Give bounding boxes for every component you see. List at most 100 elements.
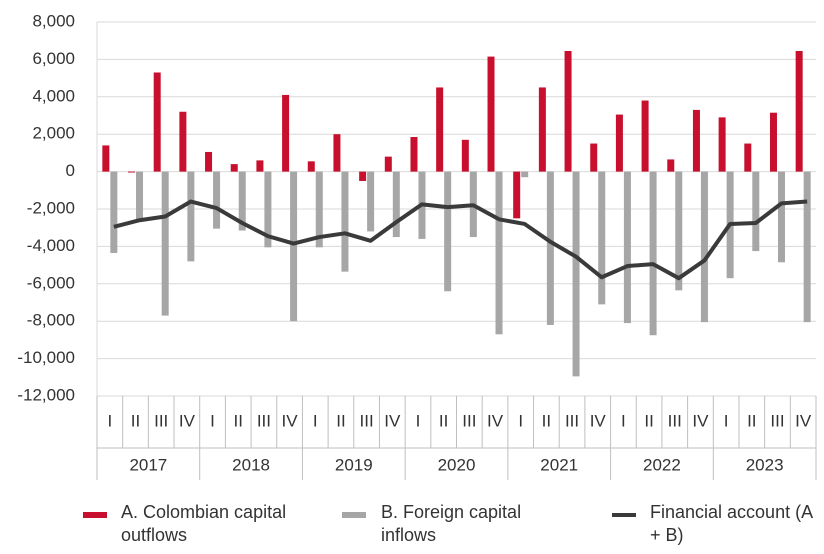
bar <box>384 156 392 172</box>
bar <box>238 171 246 231</box>
y-tick-label: -12,000 <box>17 385 75 404</box>
bar <box>359 171 367 181</box>
bar <box>341 171 349 272</box>
bar <box>128 171 136 173</box>
y-tick-label: 6,000 <box>32 49 75 68</box>
group-label: 2020 <box>438 455 476 474</box>
bar <box>521 171 529 178</box>
bar <box>641 100 649 172</box>
group-label: 2022 <box>643 455 681 474</box>
x-tick-label: I <box>210 411 215 430</box>
bar <box>718 117 726 172</box>
bar <box>153 72 161 172</box>
bar <box>367 171 375 232</box>
x-tick-label: III <box>360 411 374 430</box>
legend-label: A. Colombian capital outflows <box>121 502 287 545</box>
legend-label: B. Foreign capital inflows <box>381 502 522 545</box>
x-tick-label: III <box>565 411 579 430</box>
group-label: 2019 <box>335 455 373 474</box>
group-label: 2018 <box>232 455 270 474</box>
y-tick-label: 0 <box>66 161 75 180</box>
x-tick-label: IV <box>179 411 196 430</box>
bar <box>513 171 521 219</box>
bar <box>256 160 264 172</box>
bar <box>538 87 546 172</box>
bar <box>307 161 315 172</box>
y-tick-label: -2,000 <box>27 198 75 217</box>
bar <box>187 171 195 262</box>
bar <box>161 171 169 316</box>
group-label: 2023 <box>746 455 784 474</box>
bar <box>436 87 444 172</box>
y-tick-label: -8,000 <box>27 311 75 330</box>
x-tick-label: III <box>257 411 271 430</box>
bar <box>795 50 803 172</box>
bar <box>315 171 323 248</box>
x-tick-label: IV <box>692 411 709 430</box>
y-tick-label: 2,000 <box>32 124 75 143</box>
bar <box>744 143 752 172</box>
bar <box>461 139 469 172</box>
bar <box>410 137 418 172</box>
y-tick-label: 8,000 <box>32 11 75 30</box>
bar <box>205 151 213 172</box>
x-tick-label: I <box>107 411 112 430</box>
x-tick-label: II <box>234 411 243 430</box>
bar <box>444 171 452 292</box>
bar <box>290 171 298 322</box>
x-tick-label: I <box>621 411 626 430</box>
x-tick-label: II <box>439 411 448 430</box>
x-tick-label: II <box>131 411 140 430</box>
bar <box>752 171 760 252</box>
x-tick-label: I <box>724 411 729 430</box>
bar <box>649 171 657 336</box>
bar <box>675 171 683 291</box>
x-tick-label: I <box>313 411 318 430</box>
legend-swatch <box>342 512 366 518</box>
x-tick-label: III <box>668 411 682 430</box>
x-tick-label: II <box>644 411 653 430</box>
x-tick-label: I <box>416 411 421 430</box>
bar <box>546 171 554 325</box>
x-tick-label: III <box>154 411 168 430</box>
x-tick-label: II <box>747 411 756 430</box>
bar <box>615 114 623 172</box>
x-tick-label: III <box>462 411 476 430</box>
x-tick-label: II <box>542 411 551 430</box>
y-tick-label: -6,000 <box>27 273 75 292</box>
bar <box>136 171 144 220</box>
bar <box>282 94 290 172</box>
bar <box>692 109 700 172</box>
bar <box>598 171 606 305</box>
bar <box>264 171 272 248</box>
bar <box>803 171 811 323</box>
x-tick-label: I <box>518 411 523 430</box>
bar <box>102 145 110 172</box>
bar <box>230 164 238 172</box>
chart: -12,000 -10,000 -8,000 -6,000 -4,000 -2,000 0 2… <box>17 11 817 480</box>
x-tick-label: IV <box>384 411 401 430</box>
line <box>113 199 808 281</box>
bar <box>590 143 598 172</box>
x-tick-label: III <box>770 411 784 430</box>
bar <box>623 171 631 324</box>
bar <box>564 50 572 172</box>
bar <box>333 134 341 172</box>
y-tick-label: -4,000 <box>27 236 75 255</box>
x-tick-label: II <box>336 411 345 430</box>
bar <box>495 171 503 335</box>
x-tick-label: IV <box>282 411 299 430</box>
y-tick-label: 4,000 <box>32 86 75 105</box>
x-tick-label: IV <box>590 411 607 430</box>
legend-label: Financial account (A + B) <box>650 502 813 545</box>
legend-swatch <box>612 513 636 517</box>
group-label: 2021 <box>540 455 578 474</box>
bar <box>487 56 495 172</box>
x-tick-label: IV <box>487 411 504 430</box>
bar <box>392 171 400 238</box>
group-label: 2017 <box>129 455 167 474</box>
bar <box>572 171 580 377</box>
bar <box>110 171 118 253</box>
legend-swatch <box>83 512 107 518</box>
